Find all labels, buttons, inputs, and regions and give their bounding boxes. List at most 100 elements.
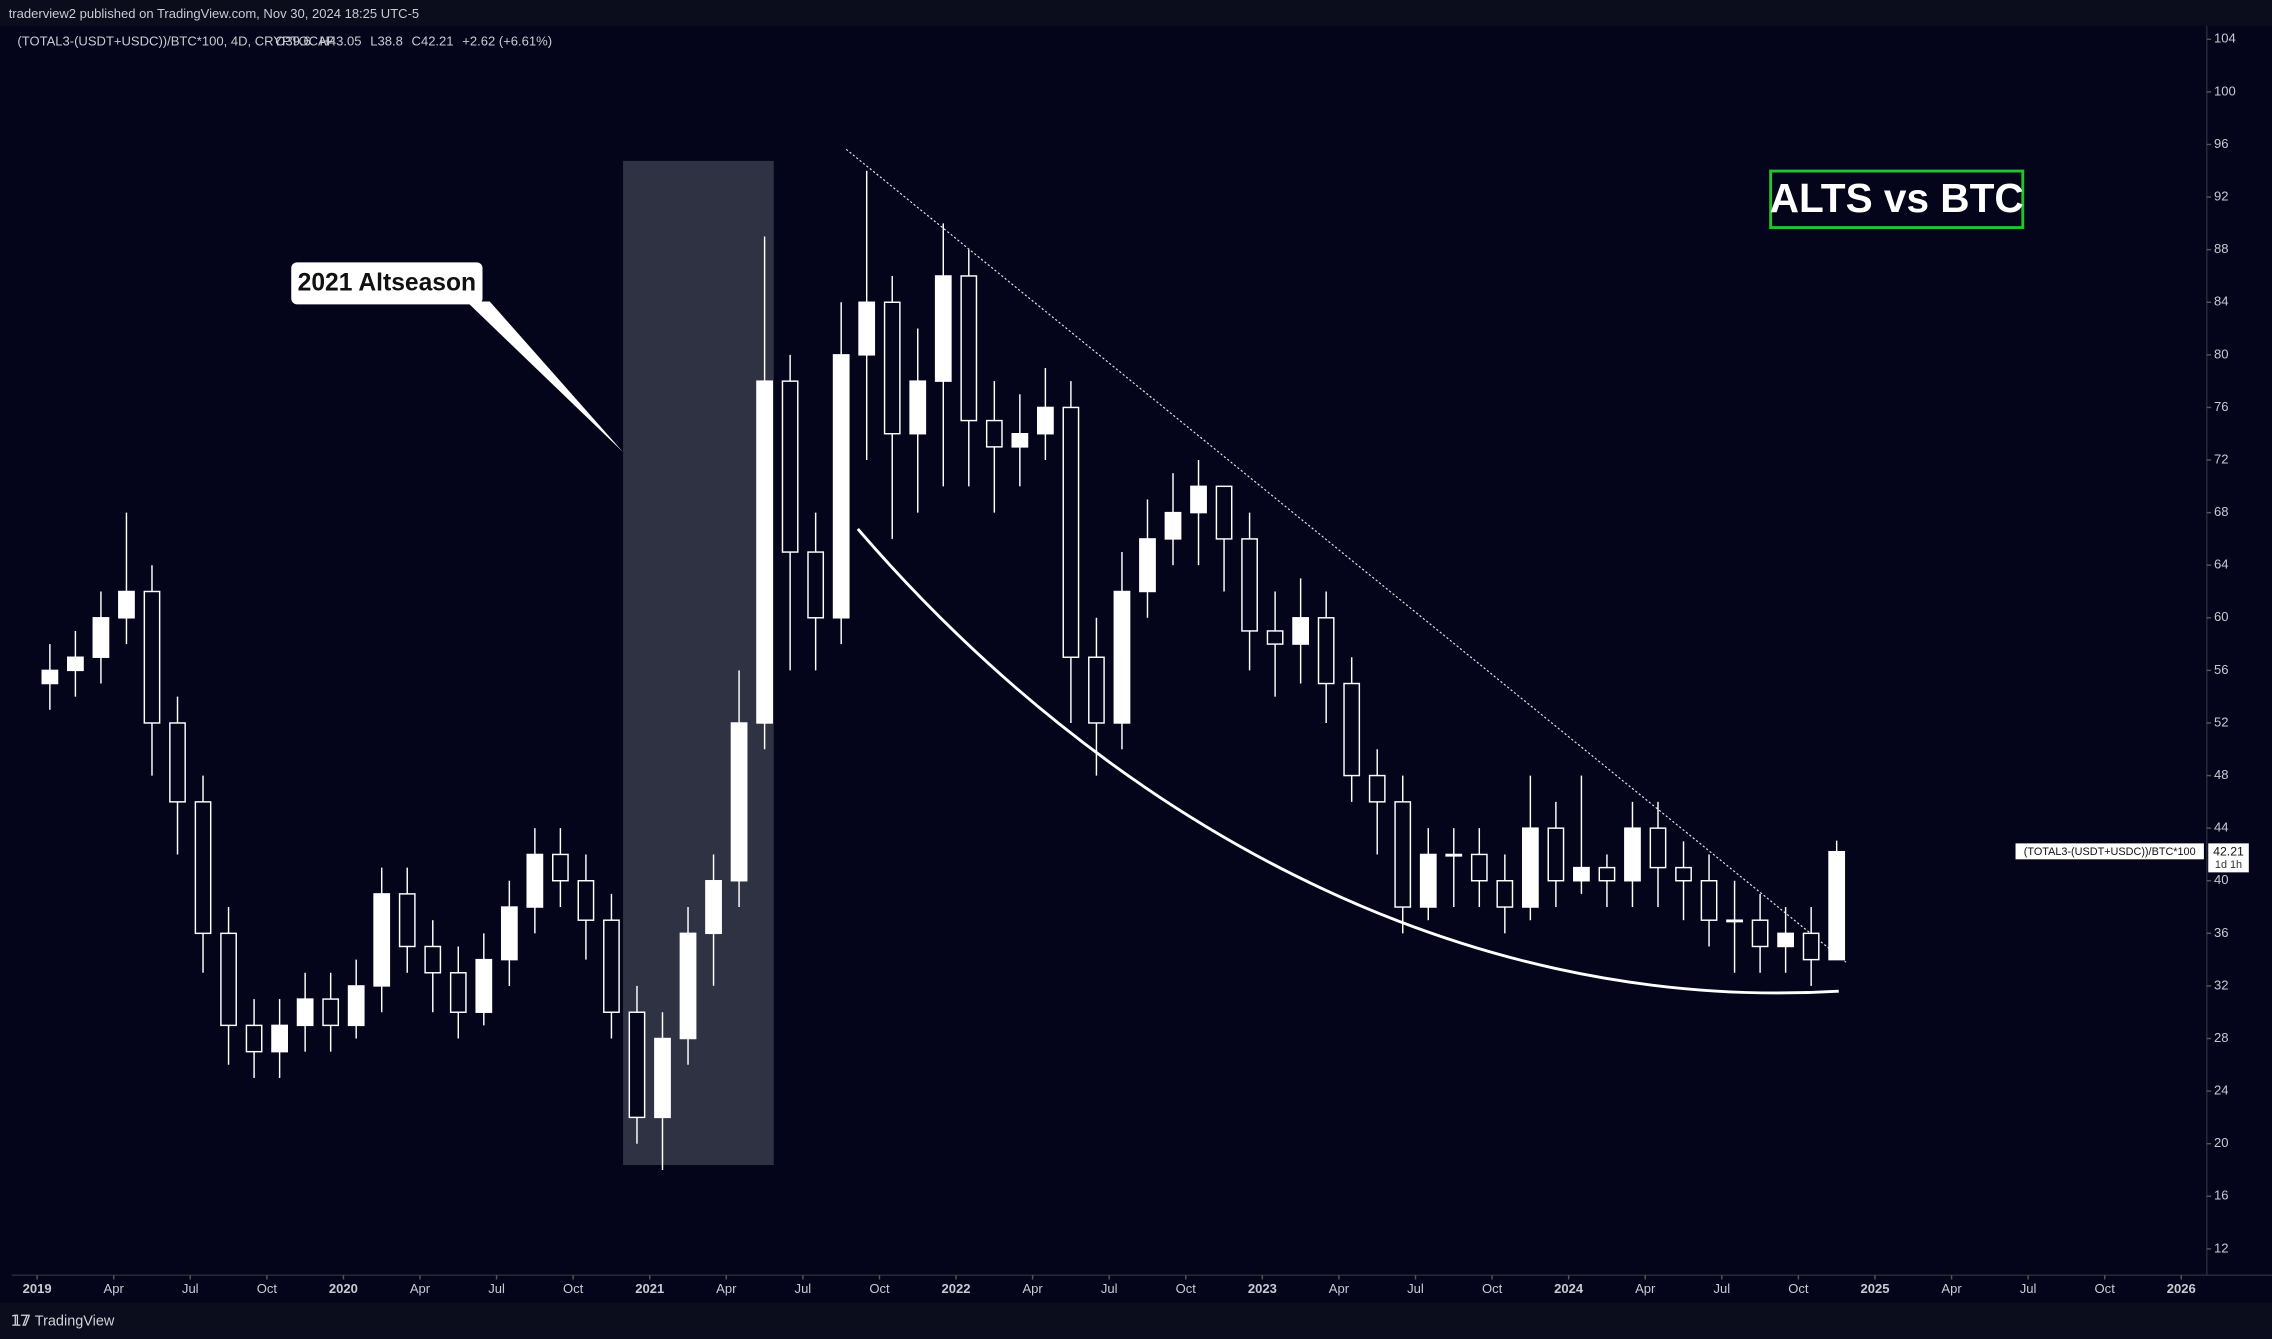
ohlc-value: L38.8 (370, 34, 403, 49)
candle-body (1343, 682, 1361, 777)
x-tick-label: Jul (1407, 1281, 1424, 1296)
x-tick-label: Oct (257, 1281, 278, 1296)
trendline (845, 148, 1847, 963)
candle-body (858, 301, 876, 356)
y-tick-label: 92 (2214, 189, 2229, 204)
candle-body (1675, 866, 1692, 882)
x-tick-label: Jul (182, 1281, 199, 1296)
candle-body (92, 617, 110, 658)
candle-body (985, 419, 1003, 448)
ohlc-value: H43.05 (320, 34, 362, 49)
candle-body (347, 985, 365, 1027)
candle-body (143, 590, 161, 724)
y-tick-label: 72 (2214, 451, 2229, 466)
candle-body (322, 998, 340, 1027)
candle-body (118, 590, 135, 619)
x-tick-label: Oct (563, 1281, 584, 1296)
candle-body (1802, 932, 1820, 961)
x-tick-label: Oct (2095, 1281, 2116, 1296)
y-tick-label: 84 (2214, 294, 2229, 309)
x-tick-label: Oct (869, 1281, 890, 1296)
candle-body (909, 380, 927, 435)
candle-body (1470, 853, 1488, 882)
candle-body (1241, 538, 1258, 632)
candle-body (398, 893, 416, 948)
candle-body (271, 1024, 288, 1053)
footer-logo: 𝟙𝟟 (12, 1313, 30, 1329)
x-tick-label: Apr (410, 1281, 431, 1296)
candle-body (934, 275, 952, 382)
title-text: ALTS vs BTC (1770, 175, 2024, 221)
y-tick-label: 76 (2214, 399, 2229, 414)
x-tick-label: Apr (1329, 1281, 1350, 1296)
candle-body (705, 880, 722, 935)
x-tick-label: 2021 (635, 1281, 664, 1296)
last-price: 42.21 (2213, 844, 2244, 858)
candle-body (1164, 511, 1182, 540)
candle-body (883, 301, 901, 435)
candle-body (1190, 485, 1207, 514)
candle-body (1113, 590, 1131, 724)
publisher: traderview2 published on TradingView.com… (9, 6, 419, 21)
y-tick-label: 52 (2214, 714, 2229, 729)
candle-body (577, 880, 595, 921)
candle-body (1726, 919, 1743, 923)
candle-body (475, 958, 493, 1013)
x-tick-label: Jul (1101, 1281, 1118, 1296)
candle-body (1368, 774, 1386, 803)
callout-text: 2021 Altseason (298, 270, 476, 297)
x-tick-label: Jul (488, 1281, 505, 1296)
x-tick-label: Jul (795, 1281, 812, 1296)
y-tick-label: 16 (2214, 1188, 2229, 1203)
x-tick-label: Apr (716, 1281, 737, 1296)
y-tick-label: 24 (2214, 1083, 2229, 1098)
candle-body (654, 1037, 671, 1119)
footer-bar (0, 1302, 2272, 1339)
x-tick-label: 2025 (1860, 1281, 1889, 1296)
candle-body (1445, 853, 1463, 857)
ohlc-value: O39.6 (275, 34, 311, 49)
candle-body (1649, 827, 1667, 869)
candle-body (1036, 406, 1054, 435)
title-box (1769, 169, 2025, 230)
candle-body (1139, 538, 1156, 593)
candle-body (41, 669, 59, 685)
y-tick-label: 104 (2214, 31, 2236, 46)
ohlc-value: +2.62 (+6.61%) (462, 34, 552, 49)
candle-body (449, 972, 467, 1013)
candle-body (245, 1024, 263, 1053)
x-tick-label: Apr (1022, 1281, 1043, 1296)
candle-body (194, 801, 212, 935)
y-tick-label: 40 (2214, 872, 2229, 887)
y-tick-label: 68 (2214, 504, 2229, 519)
y-tick-label: 56 (2214, 662, 2229, 677)
highlight-box (623, 160, 774, 1166)
candle-body (1394, 801, 1412, 908)
candle-body (296, 998, 314, 1027)
candle-body (628, 1011, 646, 1119)
series-label-box (2015, 843, 2204, 860)
candle-body (1215, 485, 1233, 540)
candle-body (526, 853, 544, 908)
symbol-legend: (TOTAL3-(USDT+USDC))/BTC*100, 4D, CRYPTO… (17, 34, 552, 49)
footer-brand: TradingView (35, 1313, 115, 1329)
candle-body (960, 275, 978, 422)
x-tick-label: Apr (104, 1281, 125, 1296)
y-tick-label: 12 (2214, 1240, 2229, 1255)
candle-body (1828, 850, 1846, 961)
x-tick-label: 2019 (23, 1281, 52, 1296)
y-tick-label: 60 (2214, 609, 2229, 624)
y-tick-label: 36 (2214, 925, 2229, 940)
y-tick-label: 100 (2214, 83, 2236, 98)
x-tick-label: Oct (1482, 1281, 1503, 1296)
candle-body (1598, 866, 1616, 882)
y-tick-label: 44 (2214, 820, 2229, 835)
candle-body (1292, 617, 1310, 645)
symbol: (TOTAL3-(USDT+USDC))/BTC*100, 4D, CRYPTO… (17, 34, 335, 49)
candle-body (373, 893, 391, 987)
candle-body (1700, 880, 1718, 921)
candle-body (1547, 827, 1565, 882)
